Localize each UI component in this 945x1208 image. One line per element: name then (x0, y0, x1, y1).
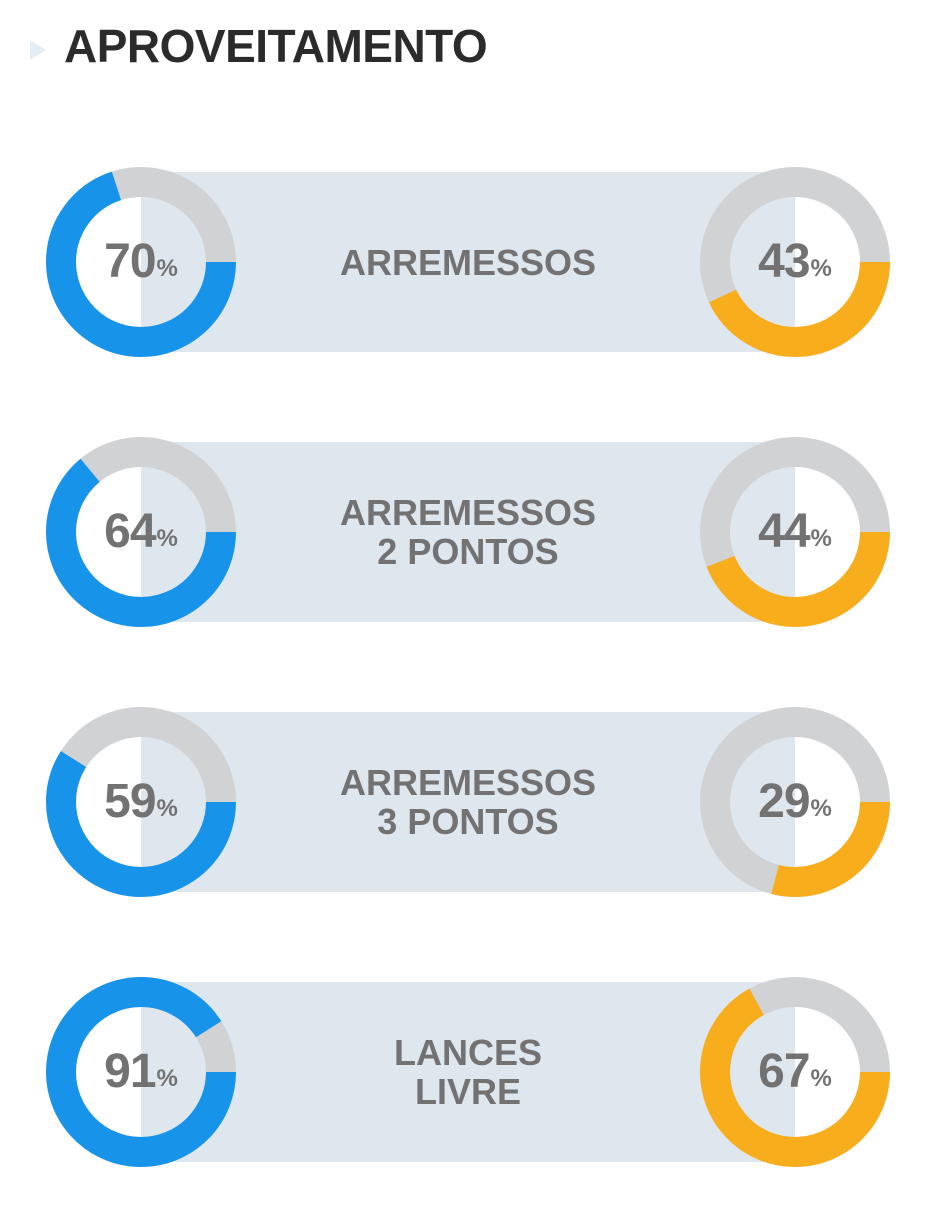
percent-sign: % (156, 795, 178, 822)
right-percentage: 29% (700, 707, 890, 897)
left-donut: 70% (46, 167, 236, 357)
page-title: APROVEITAMENTO (64, 20, 488, 72)
stat-label-line: 2 PONTOS (377, 531, 559, 572)
left-donut-chart (46, 437, 236, 627)
percent-sign: % (810, 1065, 832, 1092)
stat-band (141, 442, 795, 622)
left-percentage-value: 70 (104, 235, 156, 288)
left-percentage-value: 64 (104, 505, 156, 558)
stat-label-line: LANCES (393, 1032, 542, 1073)
right-percentage-value: 29 (758, 775, 810, 828)
percent-sign: % (810, 525, 832, 552)
right-donut: 44% (700, 437, 890, 627)
stat-label-line: 3 PONTOS (377, 801, 559, 842)
right-donut: 43% (700, 167, 890, 357)
header: APROVEITAMENTO (0, 0, 945, 100)
left-percentage: 59% (46, 707, 236, 897)
stat-row: ARREMESSOS 2 PONTOS 64% 44% (0, 437, 945, 627)
right-percentage-value: 67 (758, 1045, 810, 1098)
stat-label: ARREMESSOS 2 PONTOS (141, 442, 795, 622)
right-donut-chart (700, 707, 890, 897)
left-donut: 91% (46, 977, 236, 1167)
right-percentage: 43% (700, 167, 890, 357)
left-donut-chart (46, 707, 236, 897)
left-donut: 64% (46, 437, 236, 627)
stat-row: LANCES LIVRE 91% 67% (0, 977, 945, 1167)
left-donut-arc (46, 707, 236, 897)
left-donut-arc (46, 437, 236, 627)
right-donut-chart (700, 167, 890, 357)
stat-label-line: ARREMESSOS (339, 241, 597, 283)
right-donut-chart (700, 437, 890, 627)
stat-band (141, 712, 795, 892)
stat-label-line: ARREMESSOS (339, 492, 597, 533)
left-donut: 59% (46, 707, 236, 897)
stat-band (141, 982, 795, 1162)
stat-row: ARREMESSOS 3 PONTOS 59% 29% (0, 707, 945, 897)
left-percentage: 70% (46, 167, 236, 357)
stat-label: ARREMESSOS (141, 172, 795, 352)
left-donut-arc (46, 167, 236, 357)
right-donut: 29% (700, 707, 890, 897)
stat-label-line: ARREMESSOS (339, 762, 597, 803)
right-percentage-value: 43 (758, 235, 810, 288)
right-donut-arc (700, 167, 890, 357)
left-donut-arc (46, 977, 236, 1167)
right-donut: 67% (700, 977, 890, 1167)
stat-label: LANCES LIVRE (141, 982, 795, 1162)
percent-sign: % (156, 1065, 178, 1092)
stat-band (141, 172, 795, 352)
stat-row: ARREMESSOS 70% 43% (0, 167, 945, 357)
right-donut-arc (700, 437, 890, 627)
percent-sign: % (156, 525, 178, 552)
triangle-marker-icon (30, 40, 46, 60)
right-percentage: 44% (700, 437, 890, 627)
percent-sign: % (156, 255, 178, 282)
stat-label-line: LIVRE (414, 1071, 521, 1112)
left-donut-chart (46, 167, 236, 357)
right-percentage-value: 44 (758, 505, 810, 558)
stat-label: ARREMESSOS 3 PONTOS (141, 712, 795, 892)
left-percentage-value: 91 (104, 1045, 156, 1098)
right-donut-arc (700, 707, 890, 897)
right-percentage: 67% (700, 977, 890, 1167)
right-donut-chart (700, 977, 890, 1167)
percent-sign: % (810, 795, 832, 822)
left-percentage-value: 59 (104, 775, 156, 828)
left-percentage: 64% (46, 437, 236, 627)
left-donut-chart (46, 977, 236, 1167)
right-donut-arc (700, 977, 890, 1167)
percent-sign: % (810, 255, 832, 282)
left-percentage: 91% (46, 977, 236, 1167)
